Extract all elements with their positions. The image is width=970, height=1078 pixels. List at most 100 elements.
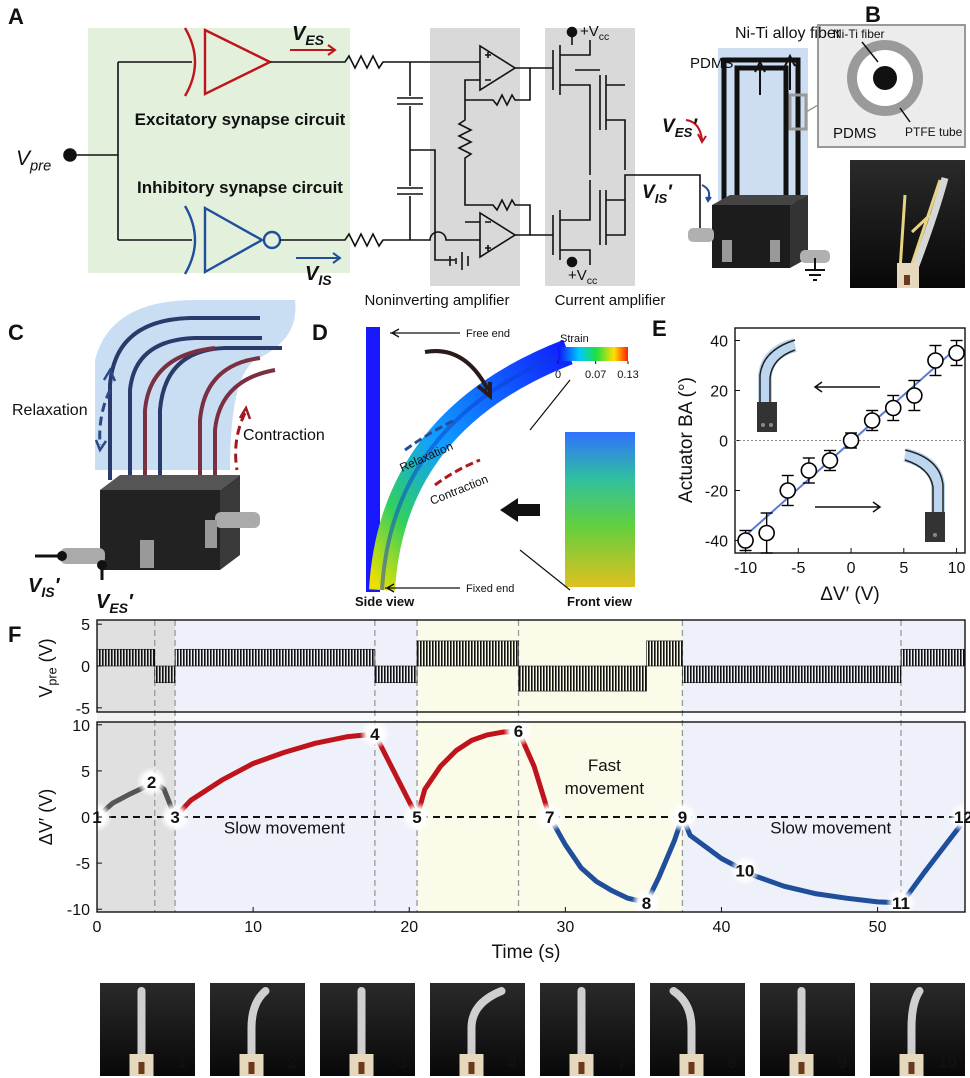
figure: ABCDEFVpreVESVISExcitatory synapse circu… — [0, 0, 970, 1078]
pulse-train — [901, 649, 965, 666]
x-tick-label: 30 — [556, 919, 574, 936]
state-label: 5 — [412, 808, 421, 827]
text-part: ′ — [55, 575, 61, 597]
subscript: cc — [587, 275, 598, 287]
x-tick-label: 20 — [400, 919, 418, 936]
y-tick-label: -40 — [705, 534, 728, 551]
state-label: 7 — [545, 808, 554, 827]
x-tick-label: 10 — [244, 919, 262, 936]
colorbar-tick-label: 0.13 — [617, 369, 638, 381]
data-point — [801, 463, 816, 478]
text-part: ′ — [667, 182, 673, 203]
subscript: pre — [29, 158, 51, 174]
inset-label: Ni-Ti fiber — [833, 27, 885, 41]
photo-label: 10 — [938, 1053, 957, 1072]
text-part: +V — [580, 23, 599, 40]
y-tick-label: 40 — [710, 334, 728, 351]
x-tick-label: -5 — [791, 560, 805, 577]
subscript: ES — [305, 32, 324, 48]
text-part: +V — [568, 267, 587, 284]
x-tick-label: -10 — [734, 560, 757, 577]
amplifier-label: Current amplifier — [555, 292, 666, 309]
circuit-drawing — [64, 28, 711, 287]
data-point — [844, 433, 859, 448]
subscript: IS — [318, 272, 332, 288]
x-tick-label: 40 — [713, 919, 731, 936]
photo-base-mark — [579, 1062, 585, 1074]
colorbar-tick-label: 0.07 — [585, 369, 606, 381]
inset-label: PTFE tube — [905, 125, 963, 139]
panel-label: D — [312, 320, 328, 345]
photo-label: 1 — [178, 1053, 187, 1072]
y-axis-label: ΔV′ (V) — [36, 789, 56, 845]
data-point — [738, 533, 753, 548]
x-tick-label: 0 — [847, 560, 856, 577]
y-tick-label: 0 — [81, 659, 90, 676]
device-label: Ni-Ti alloy fiber — [735, 25, 842, 42]
text-part: ′ — [128, 591, 134, 613]
subscript: ES — [675, 125, 693, 140]
data-point — [928, 353, 943, 368]
contraction-label: Contraction — [243, 427, 325, 444]
text-part: V — [36, 686, 56, 698]
state-label: 4 — [370, 725, 380, 744]
y-tick-label: 0 — [719, 434, 728, 451]
v-is-prime-label: VIS′ — [642, 182, 673, 206]
x-axis-label: Time (s) — [492, 942, 561, 963]
end-label: Fixed end — [466, 583, 514, 595]
annotation: movement — [565, 779, 645, 798]
y-tick-label: 5 — [81, 617, 90, 634]
photo-label: 7 — [618, 1053, 627, 1072]
vcc-label: +Vcc — [580, 23, 609, 43]
colorbar-title: Strain — [560, 333, 589, 345]
data-point — [780, 483, 795, 498]
annotation: Slow movement — [224, 819, 345, 838]
device-label: PDMS — [690, 55, 733, 72]
y-tick-label: 10 — [72, 718, 90, 735]
y-tick-label: -5 — [76, 701, 90, 718]
photo-base-mark — [249, 1062, 255, 1074]
y-axis-label: Actuator BA (°) — [676, 377, 697, 503]
x-tick-label: 5 — [899, 560, 908, 577]
pulse-train — [375, 666, 417, 683]
view-label: Front view — [567, 594, 633, 609]
x-tick-label: 50 — [869, 919, 887, 936]
v-is-prime-label: VIS′ — [28, 575, 61, 600]
data-point — [759, 526, 774, 541]
circuit-label: Excitatory synapse circuit — [135, 110, 346, 129]
y-tick-label: -5 — [76, 856, 90, 873]
x-tick-label: 10 — [948, 560, 966, 577]
y-tick-label: 5 — [81, 764, 90, 781]
photo-base-mark — [359, 1062, 365, 1074]
photo-base-mark — [799, 1062, 805, 1074]
pulse-train — [682, 666, 901, 683]
data-point — [886, 401, 901, 416]
relaxation-label: Relaxation — [12, 402, 88, 419]
annotation: Slow movement — [770, 819, 891, 838]
v-es-prime-label: VES′ — [662, 116, 698, 140]
state-label: 3 — [170, 808, 179, 827]
pulse-train — [155, 666, 175, 683]
pulse-train — [175, 649, 375, 666]
page: { "panel_labels": ["A", "B", "C", "D", "… — [0, 0, 970, 1078]
state-label: 9 — [678, 808, 687, 827]
colorbar-tick-label: 0 — [555, 369, 561, 381]
contraction-label: Contraction — [428, 472, 490, 508]
photo-base-mark — [139, 1062, 145, 1074]
photo-base-mark — [469, 1062, 475, 1074]
data-point — [949, 346, 964, 361]
pulse-train — [97, 649, 155, 666]
state-label: 6 — [514, 722, 523, 741]
subscript: pre — [46, 667, 60, 685]
data-point — [907, 388, 922, 403]
photo-base-mark — [689, 1062, 695, 1074]
subplot-gap — [97, 712, 965, 722]
subscript: IS — [655, 191, 668, 206]
pulse-train — [417, 641, 518, 666]
annotation: Fast — [588, 756, 621, 775]
state-label: 11 — [892, 894, 910, 913]
panel-label: A — [8, 4, 24, 29]
end-label: Free end — [466, 328, 510, 340]
data-point — [865, 413, 880, 428]
subscript: IS — [41, 584, 55, 600]
